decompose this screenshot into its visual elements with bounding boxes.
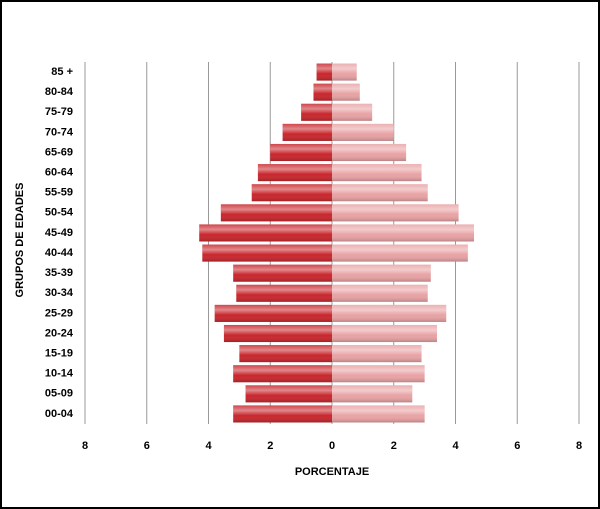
bar-shine [332, 184, 428, 202]
y-tick-label: 65-69 [45, 146, 73, 158]
bar-shine [251, 184, 332, 202]
y-tick-label: 25-29 [45, 307, 73, 319]
x-axis-label: PORCENTAJE [295, 466, 369, 478]
bar-shine [199, 224, 332, 242]
y-tick-label: 30-34 [45, 287, 74, 299]
y-tick-label: 60-64 [45, 167, 74, 179]
bar-shine [332, 405, 425, 423]
bar-shine [233, 264, 332, 282]
bar-shine [282, 123, 332, 141]
bar-shine [313, 83, 332, 101]
bar-shine [214, 304, 332, 322]
bar-shine [233, 405, 332, 423]
y-tick-label: 00-04 [45, 408, 74, 420]
bar-shine [223, 324, 332, 343]
bar-shine [332, 63, 357, 81]
x-tick-label: 8 [82, 440, 88, 452]
bar-shine [332, 284, 428, 302]
bar-shine [239, 345, 332, 363]
y-tick-label: 35-39 [45, 267, 73, 279]
x-tick-label: 8 [576, 440, 582, 452]
y-tick-label: 80-84 [45, 86, 74, 98]
bar-shine [316, 63, 332, 81]
bar-shine [233, 365, 332, 383]
y-tick-label: 05-09 [45, 388, 73, 400]
x-tick-label: 6 [144, 440, 150, 452]
bar-shine [332, 385, 413, 403]
bar-shine [236, 284, 332, 302]
y-tick-label: 75-79 [45, 106, 73, 118]
bar-shine [332, 304, 447, 322]
bar-shine [332, 164, 422, 182]
bar-shine [257, 164, 332, 182]
bar-shine [332, 103, 373, 121]
bar-shine [332, 204, 459, 222]
y-tick-label: 10-14 [45, 368, 74, 380]
y-axis-label: GRUPOS DE EDADES [14, 183, 26, 298]
bar-shine [301, 103, 332, 121]
bar-shine [332, 123, 394, 141]
bar-shine [332, 345, 422, 363]
x-tick-label: 2 [391, 440, 397, 452]
bar-shine [245, 385, 332, 403]
y-tick-label: 40-44 [45, 247, 74, 259]
bar-shine [332, 365, 425, 383]
y-tick-label: 70-74 [45, 126, 74, 138]
bar-shine [202, 244, 332, 262]
x-tick-label: 2 [267, 440, 273, 452]
bar-shine [332, 264, 431, 282]
y-tick-label: 15-19 [45, 348, 73, 360]
bar-shine [332, 324, 437, 343]
y-tick-label: 55-59 [45, 187, 73, 199]
y-tick-label: 45-49 [45, 227, 73, 239]
bar-shine [332, 83, 360, 101]
y-tick-label: 50-54 [45, 207, 74, 219]
x-tick-label: 0 [329, 440, 335, 452]
bar-shine [270, 143, 332, 162]
bar-shine [220, 204, 332, 222]
x-tick-label: 4 [452, 440, 459, 452]
y-tick-label: 85 + [51, 66, 73, 78]
bar-shine [332, 244, 468, 262]
bar-shine [332, 224, 475, 242]
x-tick-label: 4 [205, 440, 212, 452]
bar-shine [332, 143, 407, 162]
x-tick-label: 6 [514, 440, 520, 452]
y-tick-label: 20-24 [45, 327, 74, 339]
